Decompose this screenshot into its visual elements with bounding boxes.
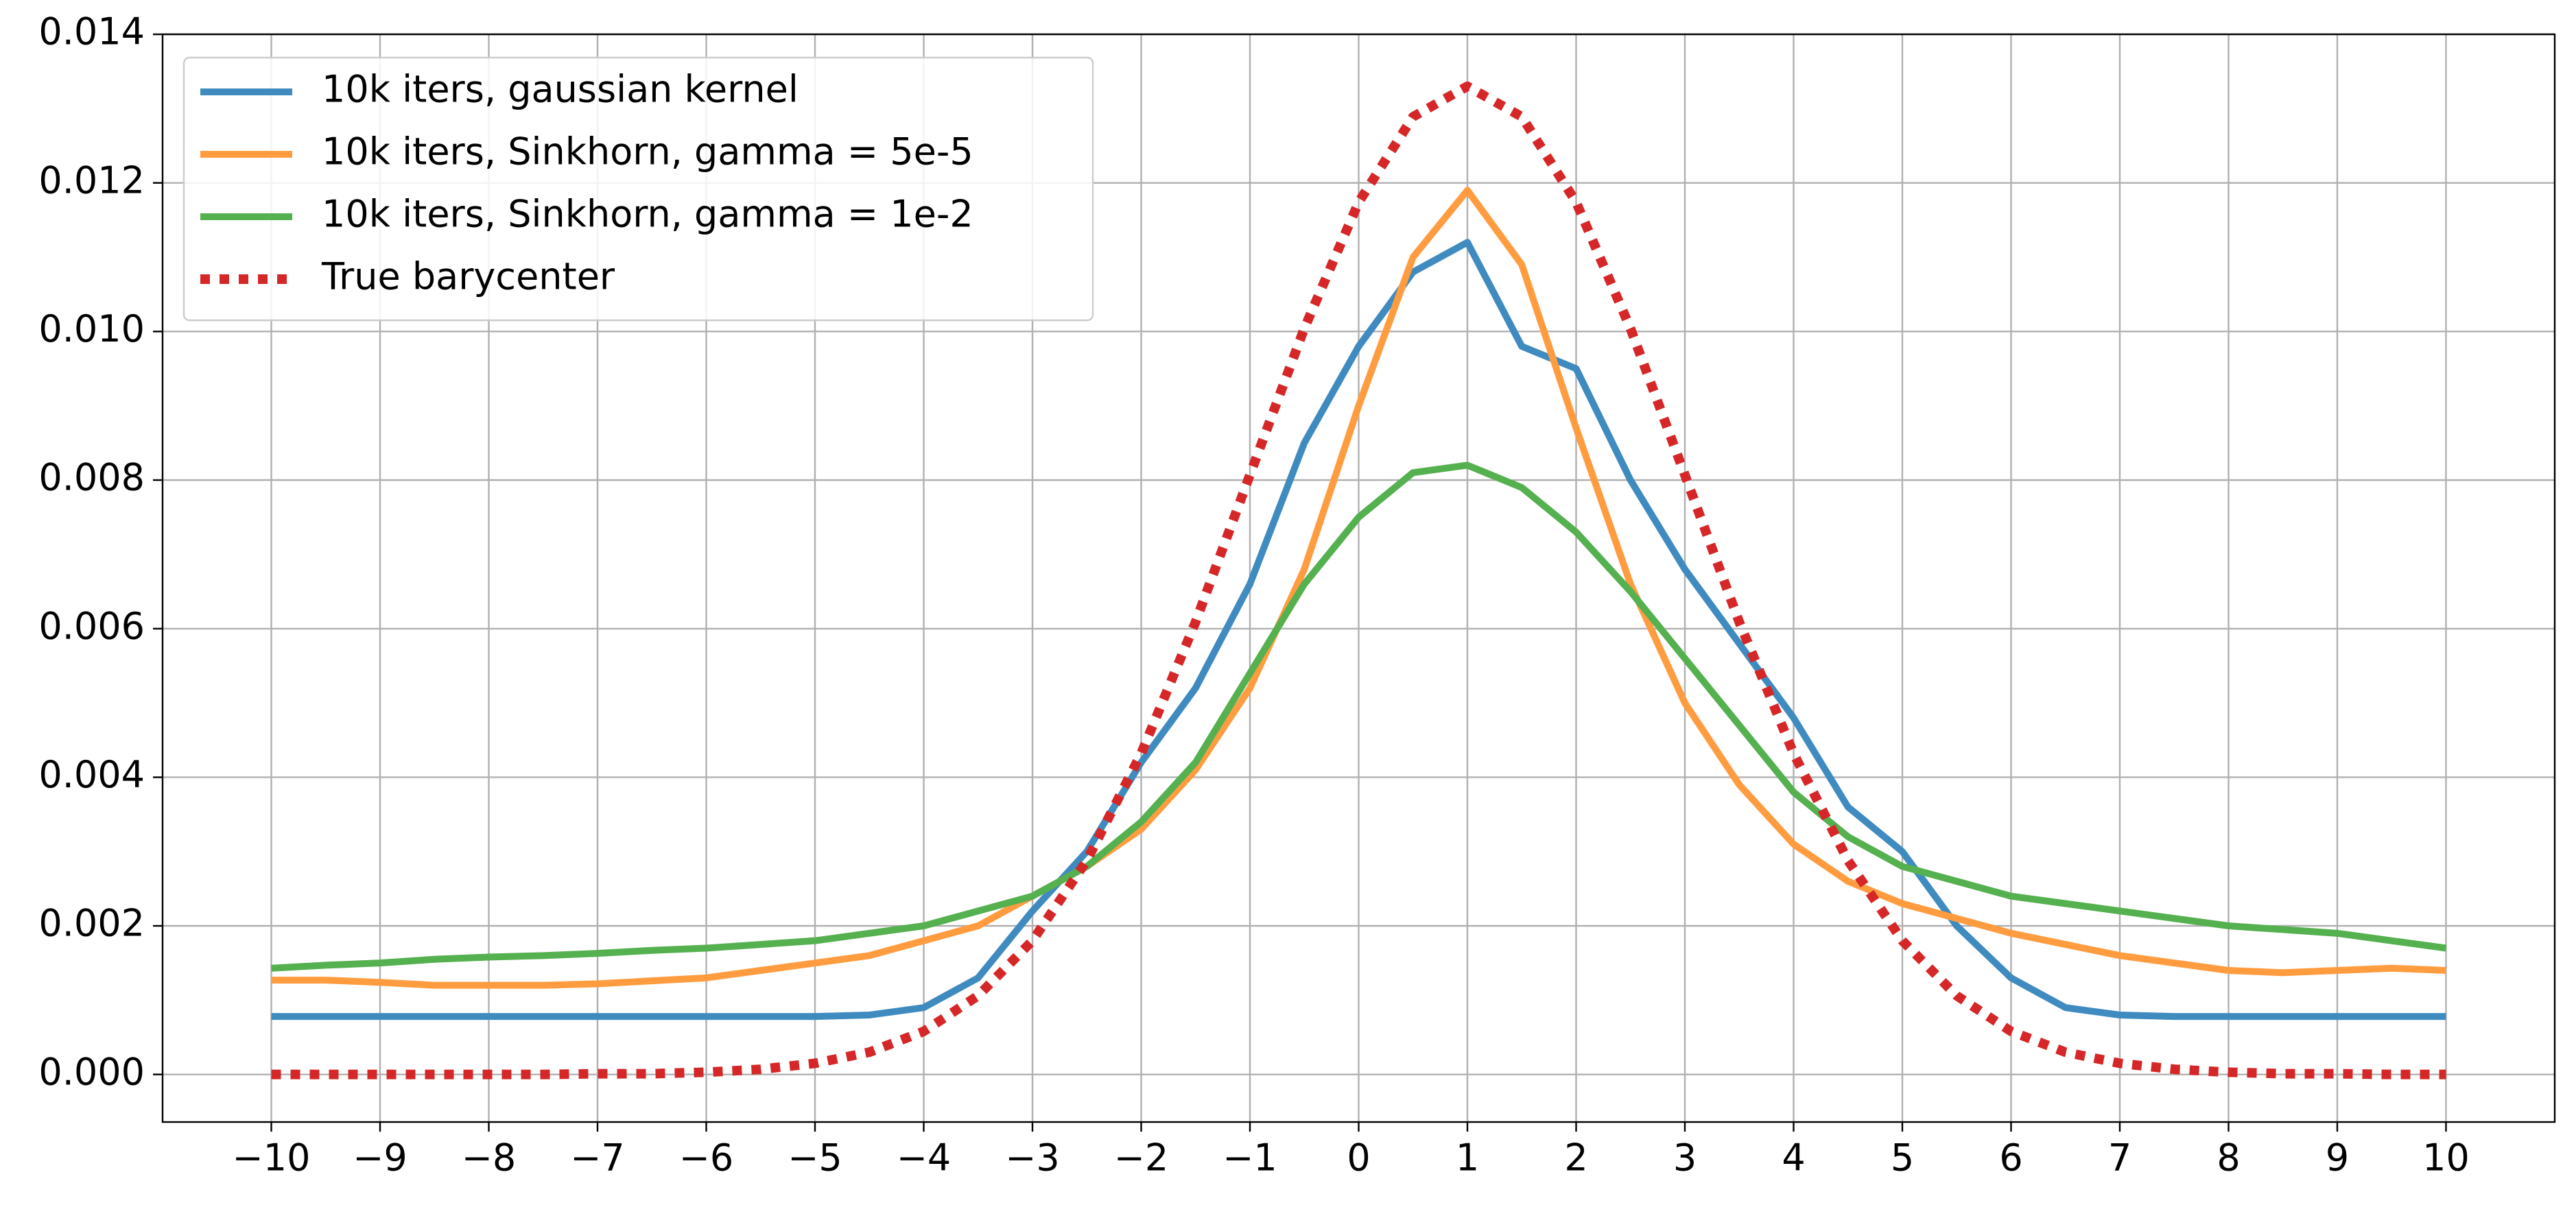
- x-tick-label: 3: [1673, 1136, 1697, 1180]
- y-tick-label: 0.012: [38, 158, 145, 202]
- y-tick-label: 0.006: [38, 604, 145, 647]
- x-tick-label: −8: [462, 1136, 517, 1180]
- x-tick-label: 0: [1347, 1136, 1370, 1180]
- x-tick-label: 4: [1782, 1136, 1805, 1180]
- data-line: [271, 81, 2446, 1079]
- x-tick-label: 2: [1564, 1136, 1587, 1180]
- x-tick-label: −2: [1114, 1136, 1169, 1180]
- y-tick-label: 0.004: [38, 753, 145, 796]
- x-tick-label: −10: [233, 1136, 311, 1180]
- x-tick-label: 7: [2108, 1136, 2131, 1180]
- legend-label: True barycenter: [321, 255, 615, 298]
- x-tick-label: −3: [1005, 1136, 1060, 1180]
- x-tick-label: −7: [570, 1136, 625, 1180]
- legend-label: 10k iters, Sinkhorn, gamma = 1e-2: [322, 193, 973, 236]
- data-line: [271, 187, 2446, 989]
- x-tick-label: 8: [2217, 1136, 2240, 1180]
- y-tick-label: 0.008: [38, 456, 145, 499]
- y-tick-label: 0.002: [38, 902, 145, 945]
- x-tick-label: 9: [2326, 1136, 2349, 1180]
- x-tick-label: 1: [1456, 1136, 1479, 1180]
- y-tick-label: 0.010: [38, 307, 145, 350]
- x-tick-label: −6: [679, 1136, 734, 1180]
- legend-label: 10k iters, gaussian kernel: [322, 68, 799, 111]
- y-tick-label: 0.000: [38, 1050, 145, 1093]
- x-tick-label: −4: [897, 1136, 952, 1180]
- data-line: [271, 462, 2447, 972]
- data-line: [271, 239, 2446, 1021]
- legend: 10k iters, gaussian kernel 10k iters, Sin…: [182, 56, 1094, 322]
- x-tick-label: 5: [1891, 1136, 1914, 1180]
- x-tick-label: −9: [353, 1136, 407, 1180]
- plot-frame: [161, 33, 2556, 1123]
- legend-label: 10k iters, Sinkhorn, gamma = 5e-5: [322, 130, 973, 174]
- x-tick-label: −5: [788, 1136, 842, 1180]
- x-tick-label: 6: [1999, 1136, 2022, 1180]
- x-tick-label: 10: [2422, 1136, 2470, 1180]
- y-tick-label: 0.014: [38, 10, 145, 53]
- legend-box: [182, 56, 1094, 322]
- x-tick-label: −1: [1222, 1136, 1277, 1180]
